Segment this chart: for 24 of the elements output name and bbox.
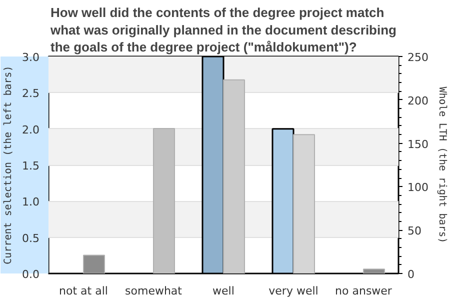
y-tick-label: 3.0 xyxy=(22,51,40,64)
y2-tick-label: 200 xyxy=(408,94,428,108)
x-tick-label: well xyxy=(212,284,234,298)
bar xyxy=(153,128,175,274)
y-tick-label: 2.5 xyxy=(22,87,40,100)
x-tick-label: not at all xyxy=(59,284,108,298)
y2-tick-label: 0 xyxy=(408,268,414,281)
y2-axis-title: Whole LTH (the right bars) xyxy=(436,86,448,244)
chart-title: How well did the contents of the degree project match what was originally planned in the document describing the goals of the degree project ("måldokument")? xyxy=(50,5,397,54)
y-axis-title: Current selection (the left bars) xyxy=(3,66,14,264)
y-tick-label: 2.0 xyxy=(22,123,40,136)
x-tick-label: somewhat xyxy=(125,284,183,298)
y2-tick-label: 150 xyxy=(408,138,428,151)
y2-tick-label: 250 xyxy=(408,51,428,64)
y2-tick-label: 100 xyxy=(408,181,428,194)
y-tick-label: 0.5 xyxy=(22,232,40,245)
x-tick-label: very well xyxy=(268,284,318,298)
bar xyxy=(83,254,105,274)
x-tick-label: no answer xyxy=(335,284,392,298)
y-tick-label: 1.5 xyxy=(22,160,40,172)
y-tick-label: 0.0 xyxy=(22,268,40,281)
y2-tick-label: 50 xyxy=(408,224,422,238)
y-tick-label: 1.0 xyxy=(22,196,40,209)
bar xyxy=(363,268,385,274)
